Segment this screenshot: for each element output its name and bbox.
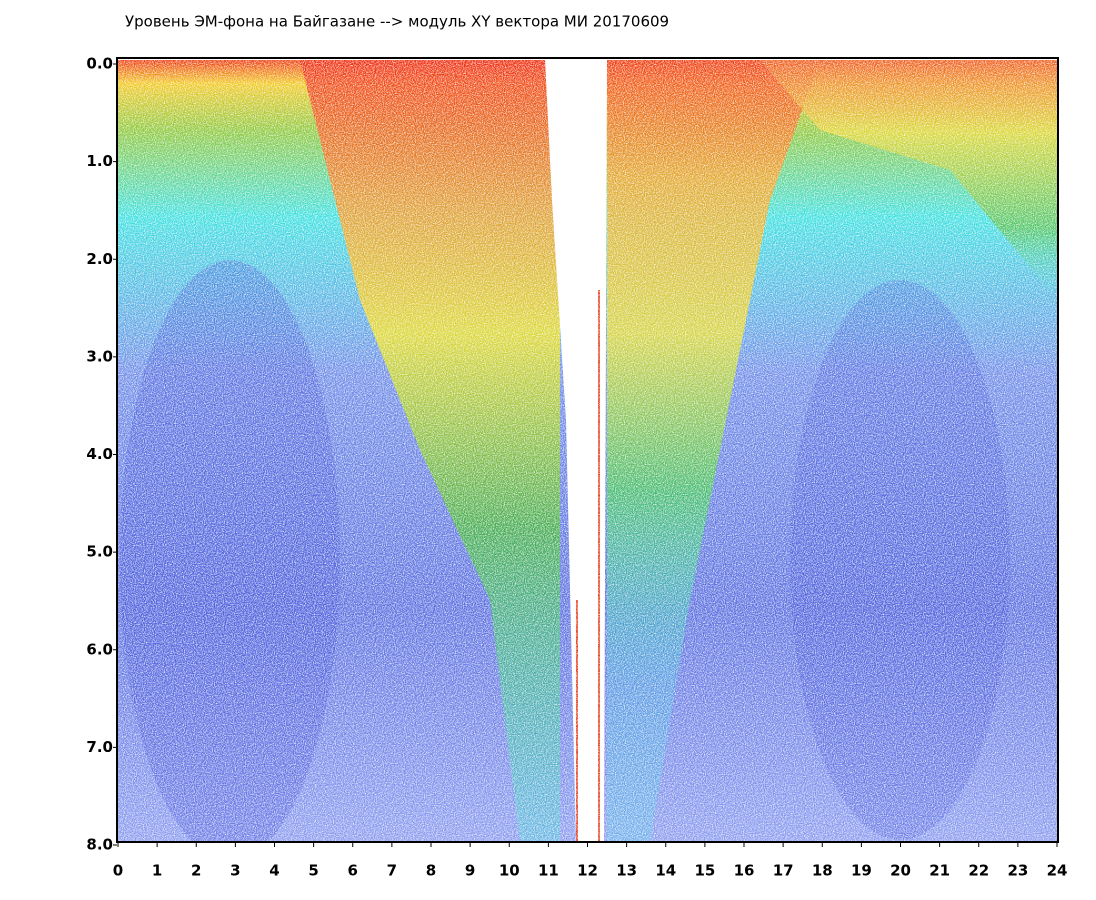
y-tick-label: 6.0 [86, 640, 113, 658]
x-tick-label: 10 [499, 862, 520, 880]
y-tick-label: 3.0 [86, 347, 113, 365]
x-tick-label: 11 [538, 862, 559, 880]
x-tick-label: 6 [348, 862, 358, 880]
y-tick-label: 5.0 [86, 543, 113, 561]
y-tick-label: 1.0 [86, 152, 113, 170]
x-tick-label: 0 [113, 862, 123, 880]
x-tick-label: 23 [1007, 862, 1028, 880]
x-tick-label: 18 [812, 862, 833, 880]
x-tick-label: 3 [230, 862, 240, 880]
x-tick-label: 21 [929, 862, 950, 880]
x-tick-label: 4 [269, 862, 279, 880]
x-tick-label: 1 [152, 862, 162, 880]
x-tick-label: 14 [655, 862, 676, 880]
density-field [118, 60, 1057, 842]
x-tick-label: 9 [465, 862, 475, 880]
chart-title: Уровень ЭМ-фона на Байгазане --> модуль … [125, 13, 669, 31]
x-tick-label: 19 [851, 862, 872, 880]
y-tick-label: 4.0 [86, 445, 113, 463]
x-tick-label: 5 [308, 862, 318, 880]
x-tick-label: 24 [1047, 862, 1068, 880]
x-tick-label: 13 [616, 862, 637, 880]
x-tick-label: 7 [387, 862, 397, 880]
x-tick-label: 16 [734, 862, 755, 880]
x-tick-label: 15 [694, 862, 715, 880]
y-tick-label: 0.0 [86, 55, 113, 73]
y-tick-label: 7.0 [86, 738, 113, 756]
x-tick-label: 12 [577, 862, 598, 880]
y-tick-label: 8.0 [86, 836, 113, 854]
x-tick-label: 20 [890, 862, 911, 880]
x-tick-label: 22 [968, 862, 989, 880]
x-tick-label: 2 [191, 862, 201, 880]
x-tick-label: 17 [773, 862, 794, 880]
y-tick-label: 2.0 [86, 250, 113, 268]
x-tick-label: 8 [426, 862, 436, 880]
